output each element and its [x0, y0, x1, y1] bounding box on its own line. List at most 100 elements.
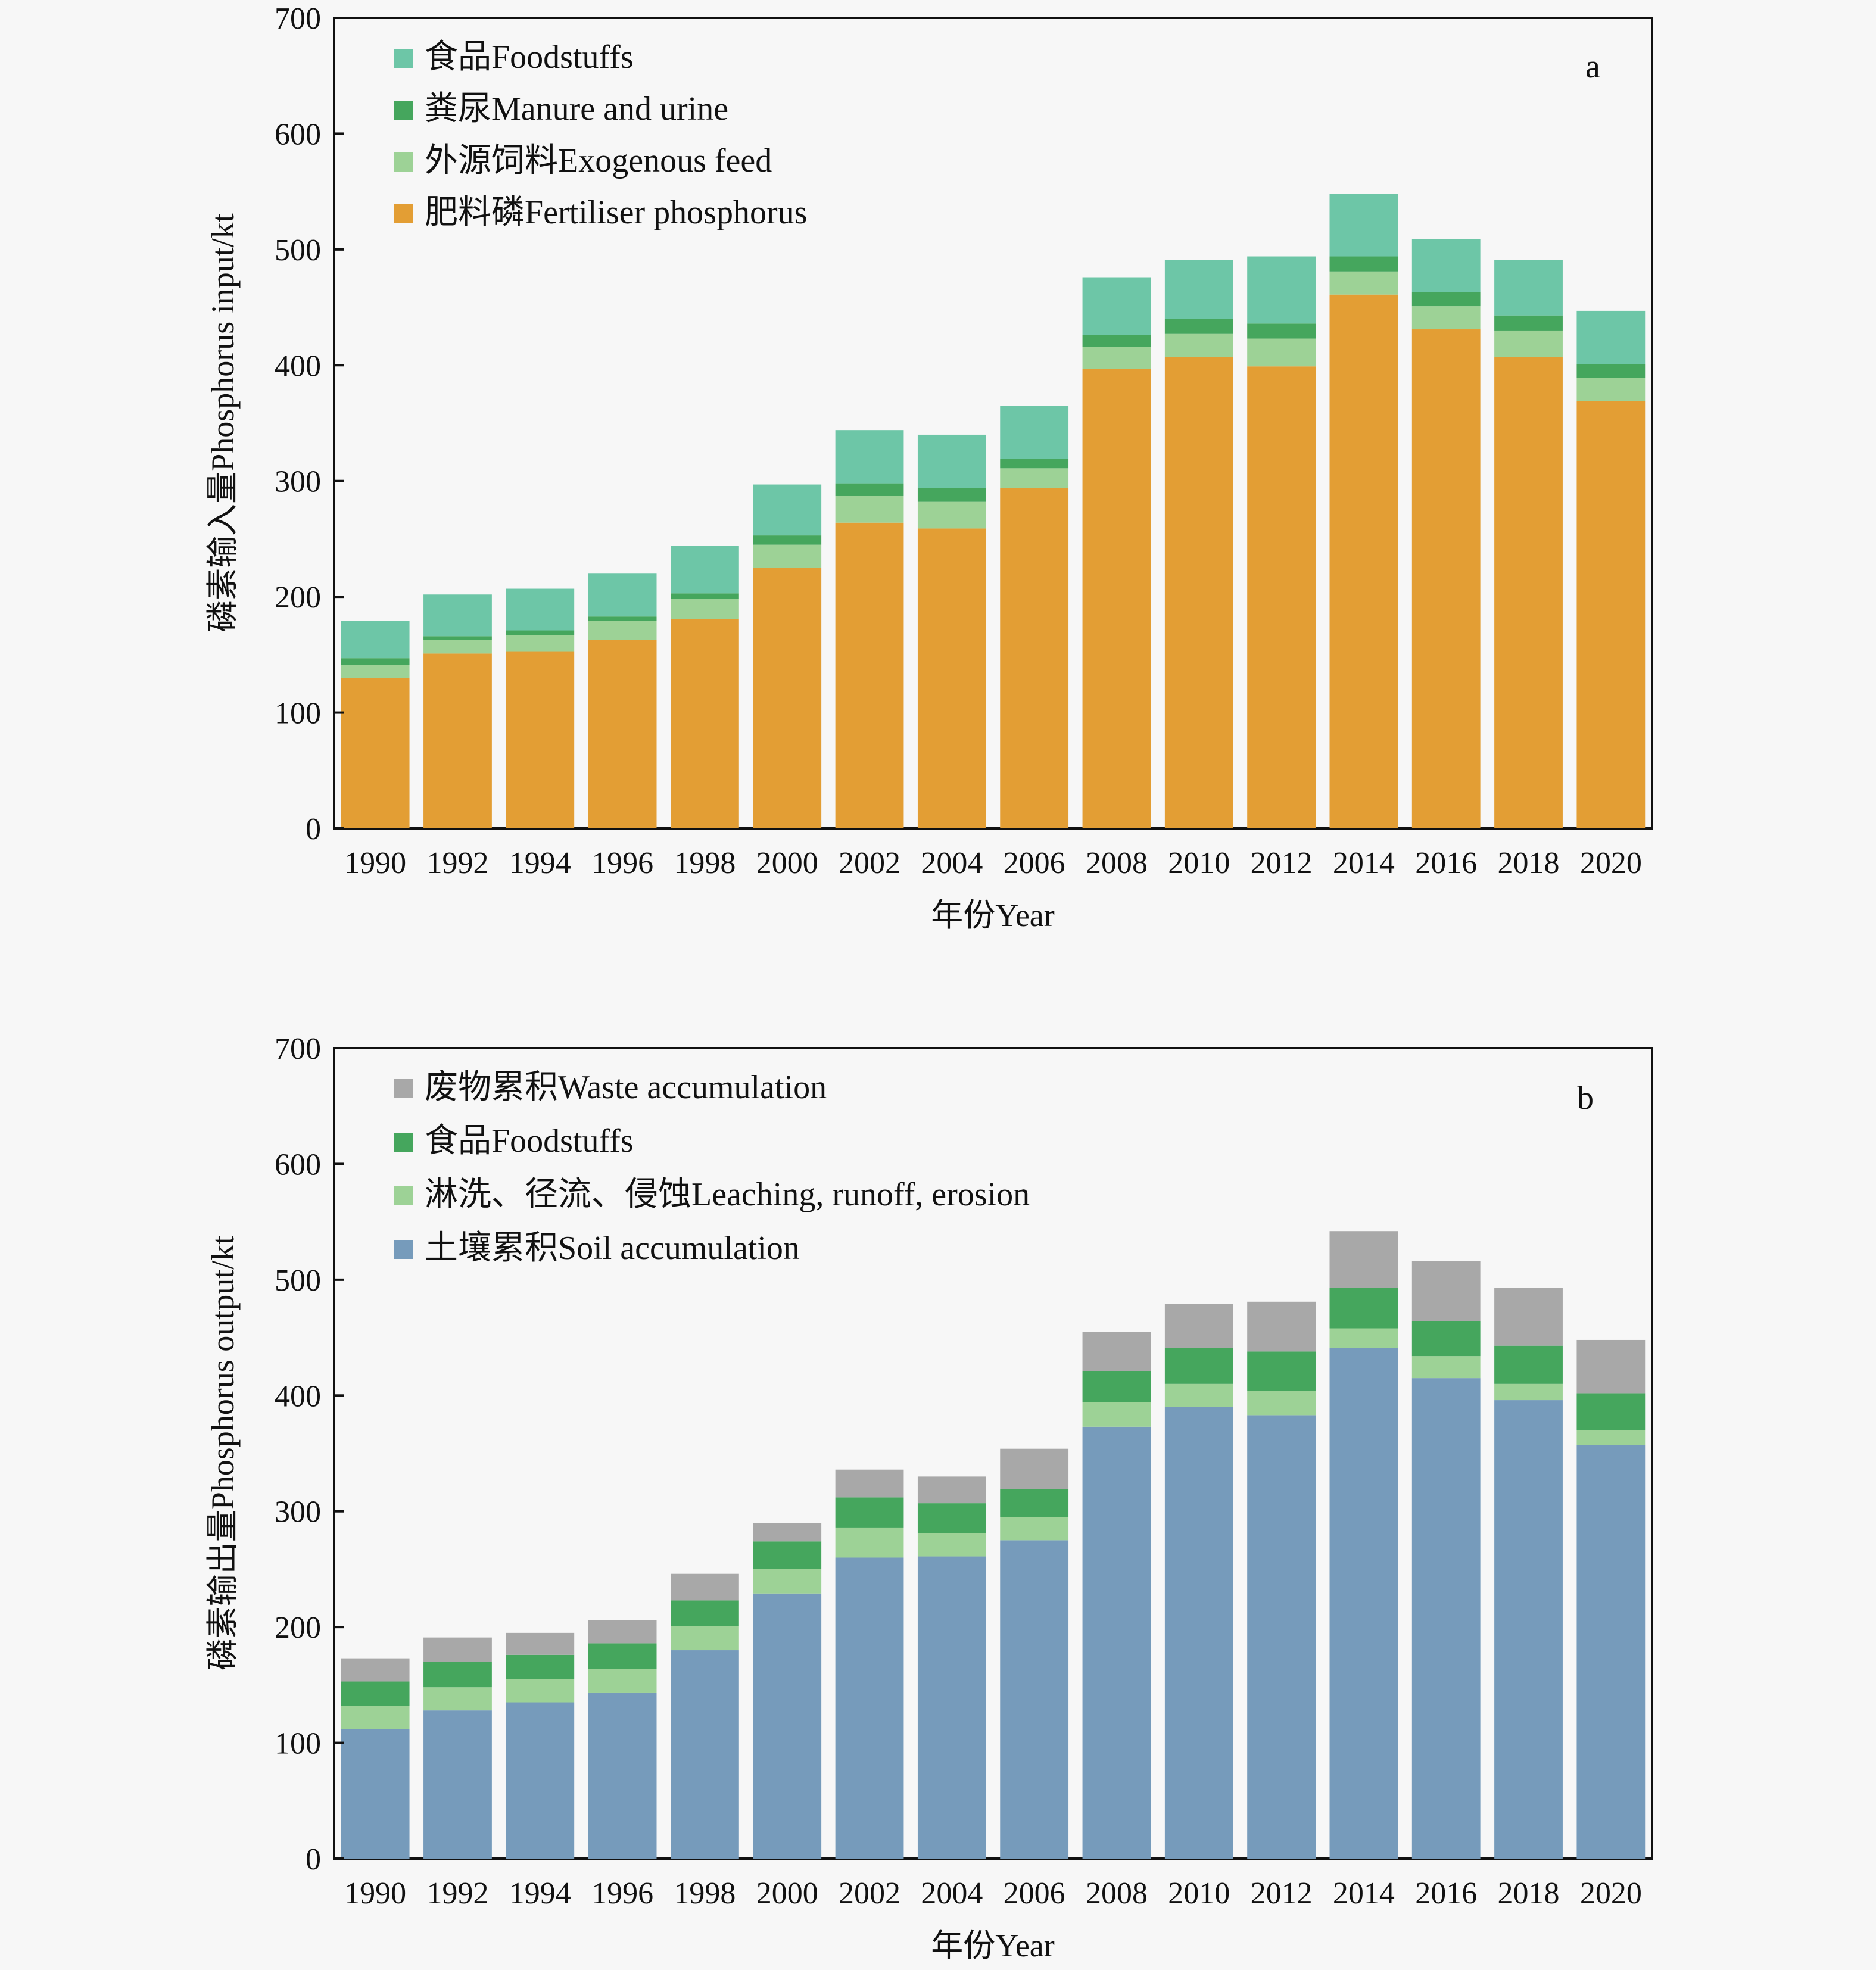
bar-leaching-runoff-erosion-2004 [917, 1533, 986, 1557]
bar-manure-and-urine-1996 [588, 616, 657, 621]
bar-manure-and-urine-1998 [671, 593, 739, 600]
y-tick-label: 100 [275, 697, 321, 731]
x-tick-label: 1992 [426, 846, 488, 880]
bar-soil-accumulation-2008 [1082, 1426, 1151, 1859]
bar-waste-accumulation-2016 [1411, 1261, 1481, 1321]
bar-foodstuffs-1990 [341, 621, 410, 659]
bar-manure-and-urine-1990 [341, 658, 410, 665]
legend-label-exogenous-feed: 外源饲料Exogenous feed [425, 142, 772, 179]
bar-leaching-runoff-erosion-1996 [588, 1669, 657, 1693]
x-tick-label: 1998 [674, 1877, 736, 1910]
bar-soil-accumulation-2002 [835, 1557, 904, 1859]
bar-waste-accumulation-2012 [1247, 1301, 1316, 1352]
bar-foodstuffs-2004 [917, 1503, 986, 1533]
bar-fertiliser-phosphorus-2012 [1247, 366, 1316, 828]
x-tick-label: 1990 [344, 846, 406, 880]
bar-fertiliser-phosphorus-1998 [671, 619, 739, 828]
x-tick-label: 2008 [1086, 846, 1148, 880]
bar-manure-and-urine-1994 [506, 630, 575, 635]
bar-leaching-runoff-erosion-2020 [1576, 1430, 1646, 1445]
bar-waste-accumulation-2002 [835, 1469, 904, 1498]
bar-foodstuffs-2012 [1247, 1351, 1316, 1391]
bar-foodstuffs-1998 [671, 1600, 739, 1626]
bar-manure-and-urine-2010 [1164, 319, 1233, 334]
bar-manure-and-urine-2018 [1494, 315, 1563, 331]
x-tick-label: 1994 [509, 1877, 571, 1910]
x-tick-label: 1998 [674, 846, 736, 880]
bar-manure-and-urine-2008 [1082, 335, 1151, 347]
bar-fertiliser-phosphorus-1990 [341, 678, 410, 828]
bar-exogenous-feed-2006 [1000, 468, 1069, 488]
bar-soil-accumulation-1994 [506, 1702, 575, 1859]
bar-exogenous-feed-2016 [1411, 306, 1481, 330]
bar-leaching-runoff-erosion-1998 [671, 1626, 739, 1651]
x-tick-label: 2004 [921, 1877, 983, 1910]
x-tick-label: 2012 [1251, 846, 1313, 880]
bar-waste-accumulation-2014 [1329, 1231, 1398, 1288]
bar-waste-accumulation-2008 [1082, 1332, 1151, 1371]
bar-foodstuffs-1992 [423, 594, 492, 637]
x-tick-label: 2006 [1004, 1877, 1065, 1910]
bar-fertiliser-phosphorus-2004 [917, 528, 986, 828]
bar-fertiliser-phosphorus-1992 [423, 653, 492, 828]
bar-exogenous-feed-1996 [588, 621, 657, 640]
bar-manure-and-urine-2004 [917, 488, 986, 502]
x-tick-label: 1996 [591, 846, 653, 880]
y-axis: 0 100 200 300 400 500 600 700 [275, 1032, 344, 1877]
bar-waste-accumulation-2018 [1494, 1288, 1563, 1346]
bar-waste-accumulation-1996 [588, 1620, 657, 1644]
bar-exogenous-feed-1994 [506, 635, 575, 652]
bar-leaching-runoff-erosion-1990 [341, 1706, 410, 1729]
bar-waste-accumulation-2010 [1164, 1304, 1233, 1348]
bar-exogenous-feed-2018 [1494, 330, 1563, 357]
x-tick-label: 2010 [1168, 1877, 1230, 1910]
bar-waste-accumulation-1994 [506, 1632, 575, 1655]
bar-foodstuffs-2018 [1494, 260, 1563, 316]
bar-foodstuffs-1992 [423, 1662, 492, 1688]
legend-label-soil-accumulation: 土壤累积Soil accumulation [425, 1230, 800, 1267]
bar-foodstuffs-2006 [1000, 406, 1069, 459]
x-axis: 1990 1992 1994 1996 1998 2000 2002 2004 2006 2008… [344, 846, 1642, 880]
bar-soil-accumulation-2010 [1164, 1407, 1233, 1859]
bar-soil-accumulation-2018 [1494, 1400, 1563, 1859]
y-tick-label: 500 [275, 233, 321, 267]
bar-manure-and-urine-2020 [1576, 364, 1646, 378]
x-tick-label: 2012 [1251, 1877, 1313, 1910]
x-tick-label: 2006 [1004, 846, 1065, 880]
legend-label-fertiliser-phosphorus: 肥料磷Fertiliser phosphorus [425, 194, 807, 231]
bar-exogenous-feed-1998 [671, 599, 739, 619]
x-tick-label: 2008 [1086, 1877, 1148, 1910]
bar-leaching-runoff-erosion-2000 [753, 1569, 822, 1594]
x-tick-label: 1990 [344, 1877, 406, 1910]
x-tick-label: 2018 [1498, 1877, 1560, 1910]
bar-leaching-runoff-erosion-2006 [1000, 1517, 1069, 1541]
panel-label: b [1577, 1080, 1594, 1117]
y-tick-label: 700 [275, 1032, 321, 1066]
bar-fertiliser-phosphorus-1996 [588, 640, 657, 828]
x-tick-label: 2020 [1580, 1877, 1642, 1910]
bar-soil-accumulation-2016 [1411, 1378, 1481, 1859]
bar-foodstuffs-2010 [1164, 1348, 1233, 1384]
bar-leaching-runoff-erosion-2018 [1494, 1383, 1563, 1401]
bar-foodstuffs-2018 [1494, 1345, 1563, 1384]
bar-exogenous-feed-1990 [341, 665, 410, 678]
x-tick-label: 2020 [1580, 846, 1642, 880]
bar-soil-accumulation-2006 [1000, 1540, 1069, 1859]
y-tick-label: 200 [275, 1611, 321, 1645]
panel-label: a [1585, 48, 1600, 85]
legend: 食品Foodstuffs 粪尿Manure and urine 外源饲料Exogen… [394, 39, 807, 231]
bar-foodstuffs-1994 [506, 1654, 575, 1679]
x-tick-label: 2002 [839, 1877, 900, 1910]
bar-foodstuffs-2006 [1000, 1489, 1069, 1517]
bar-soil-accumulation-2014 [1329, 1348, 1398, 1859]
x-tick-label: 2014 [1333, 846, 1395, 880]
x-tick-label: 1992 [426, 1877, 488, 1910]
bar-exogenous-feed-2020 [1576, 378, 1646, 401]
bar-soil-accumulation-1998 [671, 1650, 739, 1859]
legend-swatch-waste-accumulation [394, 1079, 413, 1098]
legend-label-manure-and-urine: 粪尿Manure and urine [425, 91, 728, 127]
bar-waste-accumulation-1998 [671, 1573, 739, 1601]
bar-leaching-runoff-erosion-2014 [1329, 1328, 1398, 1348]
y-axis: 0 100 200 300 400 500 600 700 [275, 2, 344, 846]
bar-waste-accumulation-2000 [753, 1523, 822, 1542]
